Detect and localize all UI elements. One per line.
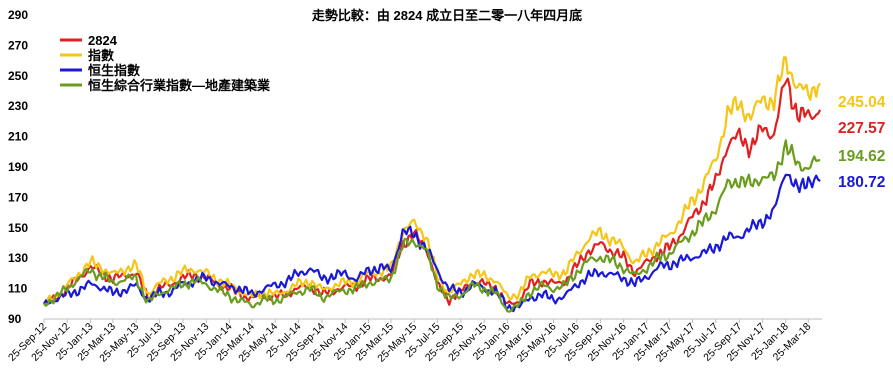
y-tick-label: 110 xyxy=(8,282,28,296)
series-line-4 xyxy=(43,139,821,313)
y-tick-label: 190 xyxy=(8,160,28,174)
y-tick-label: 290 xyxy=(8,8,28,22)
axis-layer: 9011013015017019021023025027029025-Sep-1… xyxy=(6,8,822,365)
series-line-3 xyxy=(43,173,821,313)
y-tick-label: 230 xyxy=(8,99,28,113)
end-value-label: 245.04 xyxy=(838,94,886,111)
y-tick-label: 90 xyxy=(8,312,22,326)
legend-label: 指數 xyxy=(88,48,114,63)
legend-label: 恒生綜合行業指數—地產建築業 xyxy=(88,78,271,93)
y-tick-label: 130 xyxy=(8,251,28,265)
y-tick-label: 250 xyxy=(8,69,28,83)
chart-title: 走勢比較：由 2824 成立日至二零一八年四月底 xyxy=(312,8,582,23)
y-tick-label: 210 xyxy=(8,130,28,144)
end-labels: 245.04 227.57 194.62 180.72 xyxy=(838,94,886,191)
y-tick-label: 270 xyxy=(8,38,28,52)
legend-label: 恒生指數 xyxy=(88,63,140,78)
series-layer xyxy=(43,56,822,313)
end-value-label: 180.72 xyxy=(838,174,885,191)
y-tick-label: 170 xyxy=(8,190,28,204)
end-value-label: 227.57 xyxy=(838,120,885,137)
end-value-label: 194.62 xyxy=(838,148,885,165)
legend-label: 2824 xyxy=(88,33,118,48)
y-tick-label: 150 xyxy=(8,221,28,235)
